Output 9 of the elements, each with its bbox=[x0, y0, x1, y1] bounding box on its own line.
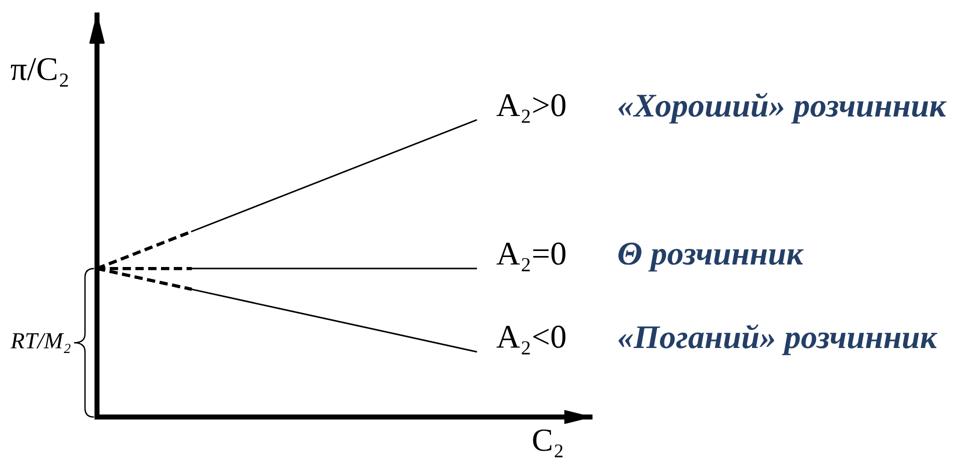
text: RT/M₂ bbox=[10, 333, 70, 353]
x-axis-title: C₂ bbox=[533, 430, 563, 458]
text: Θ розчинник bbox=[618, 242, 804, 272]
y-axis-title: π/C₂ bbox=[10, 58, 68, 87]
series-label: A₂=0 bbox=[496, 242, 566, 272]
series-label: A₂>0 bbox=[496, 94, 566, 123]
series-label: A₂<0 bbox=[496, 326, 566, 354]
text: «Поганий» розчинник bbox=[618, 324, 938, 356]
text: «Хороший» розчинник bbox=[618, 92, 947, 124]
